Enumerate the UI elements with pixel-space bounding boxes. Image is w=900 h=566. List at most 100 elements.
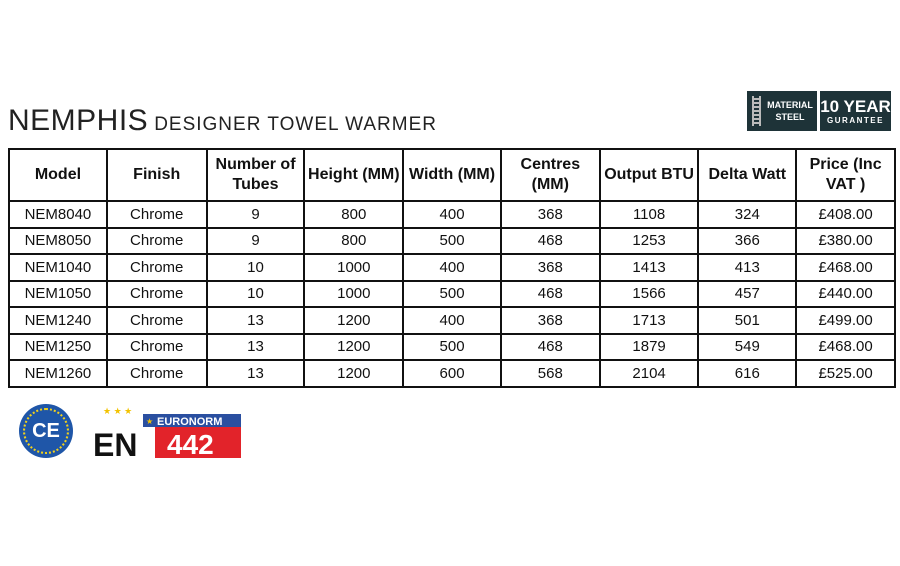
table-cell: 324 xyxy=(697,200,798,229)
table-row: NEM1240 Chrome 13 1200 400 368 1713 501 £499.00 xyxy=(8,306,896,335)
table-cell: 800 xyxy=(303,200,405,229)
table-row: NEM1250 Chrome 13 1200 500 468 1879 549 £468.00 xyxy=(8,332,896,361)
column-header: Model xyxy=(8,148,108,202)
table-cell: 549 xyxy=(697,332,798,361)
table-row: NEM8050 Chrome 9 800 500 468 1253 366 £380.00 xyxy=(8,226,896,255)
table-cell: £440.00 xyxy=(795,279,896,308)
table-cell: 10 xyxy=(205,279,306,308)
table-cell: 1000 xyxy=(303,253,405,282)
towel-rail-icon xyxy=(752,96,761,126)
table-cell: NEM1240 xyxy=(8,306,108,335)
en-number-text: 442 xyxy=(167,429,214,460)
badge-text: MATERIAL xyxy=(767,100,813,110)
table-cell: 500 xyxy=(402,279,502,308)
ce-text: CE xyxy=(32,419,60,442)
table-cell: 468 xyxy=(499,279,601,308)
table-cell: Chrome xyxy=(105,306,208,335)
en-text: EN xyxy=(93,427,137,460)
table-cell: 1000 xyxy=(303,279,405,308)
table-cell: NEM8040 xyxy=(8,200,108,229)
table-cell: 1253 xyxy=(598,226,700,255)
column-header: Finish xyxy=(105,148,208,202)
euronorm-band xyxy=(143,414,241,427)
table-cell: 1713 xyxy=(598,306,700,335)
table-row: NEM1050 Chrome 10 1000 500 468 1566 457 £440.00 xyxy=(8,279,896,308)
table-cell: 500 xyxy=(402,226,502,255)
table-cell: 10 xyxy=(205,253,306,282)
table-cell: 2104 xyxy=(598,359,700,388)
table-cell: Chrome xyxy=(105,200,208,229)
table-cell: 368 xyxy=(499,200,601,229)
table-cell: 457 xyxy=(697,279,798,308)
star-icon: ★ ★ ★ xyxy=(103,406,132,416)
table-cell: Chrome xyxy=(105,279,208,308)
table-cell: £499.00 xyxy=(795,306,896,335)
table-cell: 500 xyxy=(402,332,502,361)
table-cell: Chrome xyxy=(105,359,208,388)
column-header: Height (MM) xyxy=(303,148,405,202)
table-row: NEM8040 Chrome 9 800 400 368 1108 324 £408.00 xyxy=(8,200,896,229)
table-cell: 468 xyxy=(499,226,601,255)
table-cell: NEM1260 xyxy=(8,359,108,388)
table-cell: 616 xyxy=(697,359,798,388)
table-cell: 368 xyxy=(499,253,601,282)
table-cell: NEM1250 xyxy=(8,332,108,361)
table-cell: 1200 xyxy=(303,306,405,335)
en-number-band xyxy=(155,427,241,458)
column-header: Number of Tubes xyxy=(205,148,306,202)
column-header: Output BTU xyxy=(598,148,700,202)
table-cell: 400 xyxy=(402,200,502,229)
table-cell: 366 xyxy=(697,226,798,255)
badge-text: GURANTEE xyxy=(827,115,884,125)
table-cell: £468.00 xyxy=(795,253,896,282)
badge-text: 10 YEAR xyxy=(820,96,891,116)
table-cell: 1108 xyxy=(598,200,700,229)
table-cell: 501 xyxy=(697,306,798,335)
table-cell: Chrome xyxy=(105,332,208,361)
table-cell: 9 xyxy=(205,200,306,229)
table-cell: 13 xyxy=(205,306,306,335)
title-main: NEMPHIS xyxy=(8,104,149,137)
badge-text: STEEL xyxy=(775,112,805,122)
guarantee-badge: 10 YEAR GURANTEE xyxy=(820,91,891,131)
table-cell: 1879 xyxy=(598,332,700,361)
table-cell: Chrome xyxy=(105,226,208,255)
table-cell: NEM1050 xyxy=(8,279,108,308)
table-cell: 13 xyxy=(205,359,306,388)
table-cell: 9 xyxy=(205,226,306,255)
title-sub: DESIGNER TOWEL WARMER xyxy=(154,114,437,135)
column-header: Width (MM) xyxy=(402,148,502,202)
table-cell: NEM8050 xyxy=(8,226,108,255)
column-header: Price (Inc VAT ) xyxy=(795,148,896,202)
ce-mark-logo: CE xyxy=(19,404,73,458)
table-cell: 1413 xyxy=(598,253,700,282)
table-cell: 1200 xyxy=(303,359,405,388)
table-cell: 600 xyxy=(402,359,502,388)
table-cell: 1566 xyxy=(598,279,700,308)
table-cell: 413 xyxy=(697,253,798,282)
en442-euronorm-logo: ★ ★ ★ EN ★ EURONORM 442 xyxy=(93,406,241,460)
star-icon: ★ xyxy=(146,417,153,426)
euronorm-text: EURONORM xyxy=(157,416,222,428)
table-cell: 368 xyxy=(499,306,601,335)
table-cell: 13 xyxy=(205,332,306,361)
table-cell: £380.00 xyxy=(795,226,896,255)
table-cell: 400 xyxy=(402,306,502,335)
spec-table: Model Finish Number of Tubes Height (MM) Wid… xyxy=(8,148,896,388)
page-title: NEMPHIS DESIGNER TOWEL WARMER xyxy=(8,104,437,138)
table-cell: NEM1040 xyxy=(8,253,108,282)
table-cell: Chrome xyxy=(105,253,208,282)
table-cell: 400 xyxy=(402,253,502,282)
table-row: NEM1260 Chrome 13 1200 600 568 2104 616 £525.00 xyxy=(8,359,896,388)
table-cell: £468.00 xyxy=(795,332,896,361)
table-cell: 1200 xyxy=(303,332,405,361)
table-cell: 468 xyxy=(499,332,601,361)
table-cell: 800 xyxy=(303,226,405,255)
table-cell: £408.00 xyxy=(795,200,896,229)
material-steel-badge: MATERIAL STEEL xyxy=(747,91,817,131)
table-row: NEM1040 Chrome 10 1000 400 368 1413 413 £468.00 xyxy=(8,253,896,282)
table-header-row: Model Finish Number of Tubes Height (MM) Wid… xyxy=(8,148,896,202)
table-cell: 568 xyxy=(499,359,601,388)
table-cell: £525.00 xyxy=(795,359,896,388)
column-header: Delta Watt xyxy=(697,148,798,202)
